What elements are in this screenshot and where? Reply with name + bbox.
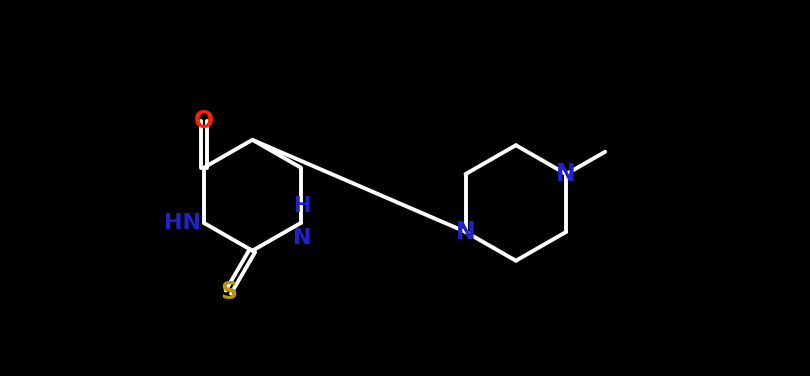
Text: N: N bbox=[556, 162, 576, 186]
Text: S: S bbox=[220, 280, 237, 304]
Text: H: H bbox=[293, 196, 311, 216]
Text: O: O bbox=[194, 109, 214, 133]
Text: N: N bbox=[293, 227, 312, 248]
Text: HN: HN bbox=[164, 213, 201, 233]
Text: N: N bbox=[456, 220, 475, 244]
